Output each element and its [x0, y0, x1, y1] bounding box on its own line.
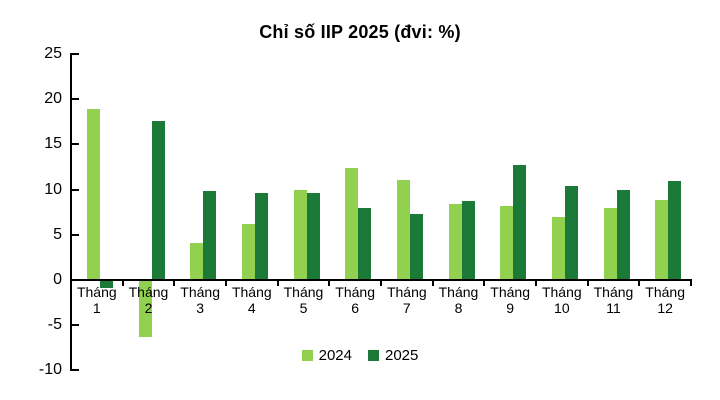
x-axis-label-11: Tháng 11	[588, 284, 640, 316]
x-tick	[276, 280, 279, 286]
x-tick	[380, 280, 382, 286]
x-axis-label-line: Tháng	[335, 284, 375, 300]
bar-2024-thang-4	[241, 223, 255, 280]
x-axis-label-3: Tháng 3	[174, 284, 226, 316]
x-axis-label-6: Tháng 6	[329, 284, 381, 316]
x-tick	[690, 280, 692, 286]
legend-swatch-icon	[368, 349, 379, 361]
bar-2025-thang-8	[461, 201, 475, 280]
x-axis-label-9: Tháng 9	[484, 284, 536, 316]
x-axis-label-line: 9	[506, 300, 515, 316]
y-tick	[70, 188, 79, 191]
x-tick	[586, 280, 589, 286]
bar-2025-thang-11	[616, 189, 630, 280]
x-axis-label-line: Tháng	[593, 284, 634, 300]
x-axis-label-10: Tháng 10	[536, 284, 588, 316]
x-axis-label-7: Tháng 7	[381, 284, 433, 316]
x-axis-label-line: 4	[247, 300, 256, 316]
y-tick	[70, 53, 79, 55]
x-tick	[483, 280, 486, 286]
y-tick	[70, 98, 79, 101]
x-axis-label-line: Tháng	[76, 284, 117, 300]
x-tick	[638, 280, 641, 286]
bar-2024-thang-1	[86, 109, 100, 280]
y-tick	[70, 233, 79, 236]
x-axis-label-2: Tháng 2	[123, 284, 175, 316]
legend-label: 2024	[318, 346, 352, 364]
x-axis-label-line: 1	[92, 300, 101, 316]
y-tick	[70, 369, 79, 372]
bar-2024-thang-5	[293, 189, 307, 280]
bar-2024-thang-7	[396, 179, 410, 280]
bar-2024-thang-10	[551, 216, 565, 280]
x-axis-label-4: Tháng 4	[226, 284, 278, 316]
y-tick-label: 5	[53, 225, 62, 243]
x-axis-label-5: Tháng 5	[278, 284, 330, 316]
legend-item-2024: 2024	[301, 346, 352, 364]
x-axis-label-1: Tháng 1	[71, 284, 123, 316]
x-axis-label-line: 8	[454, 300, 463, 316]
bar-2025-thang-6	[358, 207, 372, 280]
bar-2025-thang-1	[99, 280, 113, 289]
legend-label: 2025	[385, 346, 419, 364]
bar-2024-thang-8	[448, 204, 462, 280]
x-axis-label-line: Tháng	[490, 284, 530, 300]
x-axis-label-line: 11	[606, 300, 621, 316]
bar-2025-thang-3	[203, 190, 217, 280]
x-axis-label-line: Tháng	[645, 284, 685, 300]
x-axis-label-line: 7	[402, 300, 411, 316]
y-tick-label: 15	[44, 135, 62, 153]
x-axis-label-line: Tháng	[283, 284, 324, 300]
x-axis-label-line: Tháng	[541, 284, 582, 300]
x-tick	[225, 280, 227, 286]
legend-item-2025: 2025	[368, 348, 418, 363]
x-tick	[173, 280, 176, 286]
bar-2024-thang-12	[655, 200, 669, 280]
legend-swatch-icon	[301, 349, 313, 361]
y-tick-label: 25	[44, 45, 62, 62]
bar-2024-thang-3	[190, 242, 204, 280]
bar-2024-thang-11	[603, 207, 617, 280]
y-tick-label: -5	[47, 316, 62, 334]
bar-2024-thang-2	[138, 280, 152, 337]
y-tick-label: 10	[44, 180, 62, 198]
x-axis-label-8: Tháng 8	[433, 284, 485, 316]
bar-2025-thang-5	[306, 193, 320, 280]
x-axis-label-line: Tháng	[180, 284, 220, 300]
y-tick-label: 20	[44, 90, 62, 108]
legend: 2024 2025	[0, 345, 720, 365]
x-axis-label-line: Tháng	[231, 284, 272, 300]
bar-2024-thang-9	[500, 205, 514, 280]
bar-2024-thang-6	[345, 167, 359, 280]
x-tick	[70, 280, 72, 286]
y-tick	[70, 324, 79, 327]
bar-2025-thang-9	[513, 165, 527, 280]
x-axis-label-line: 3	[196, 300, 205, 316]
y-tick-label: -10	[38, 361, 62, 379]
y-tick	[70, 143, 79, 146]
x-axis-label-line: Tháng	[128, 284, 169, 300]
bar-2025-thang-12	[668, 180, 682, 280]
bar-2025-thang-10	[564, 185, 578, 280]
x-axis-label-line: 10	[554, 300, 570, 316]
y-axis-line	[70, 54, 72, 371]
x-tick	[328, 280, 331, 286]
bar-2025-thang-7	[409, 214, 423, 280]
x-axis-label-line: 12	[657, 300, 673, 316]
x-axis-label-line: Tháng	[438, 284, 479, 300]
x-axis-label-line: 5	[299, 300, 308, 316]
chart-title: Chỉ số IIP 2025 (đvi: %)	[259, 22, 461, 42]
bar-2025-thang-2	[151, 120, 165, 280]
x-axis-label-12: Tháng 12	[639, 284, 691, 316]
x-tick	[535, 280, 537, 286]
x-axis-label-line: 2	[144, 300, 153, 316]
x-axis-label-line: 6	[351, 300, 360, 316]
x-axis-label-line: Tháng	[386, 284, 427, 300]
x-tick	[121, 280, 124, 286]
bar-2025-thang-4	[254, 193, 268, 280]
x-tick	[431, 280, 434, 286]
y-tick-label: 0	[53, 271, 62, 288]
